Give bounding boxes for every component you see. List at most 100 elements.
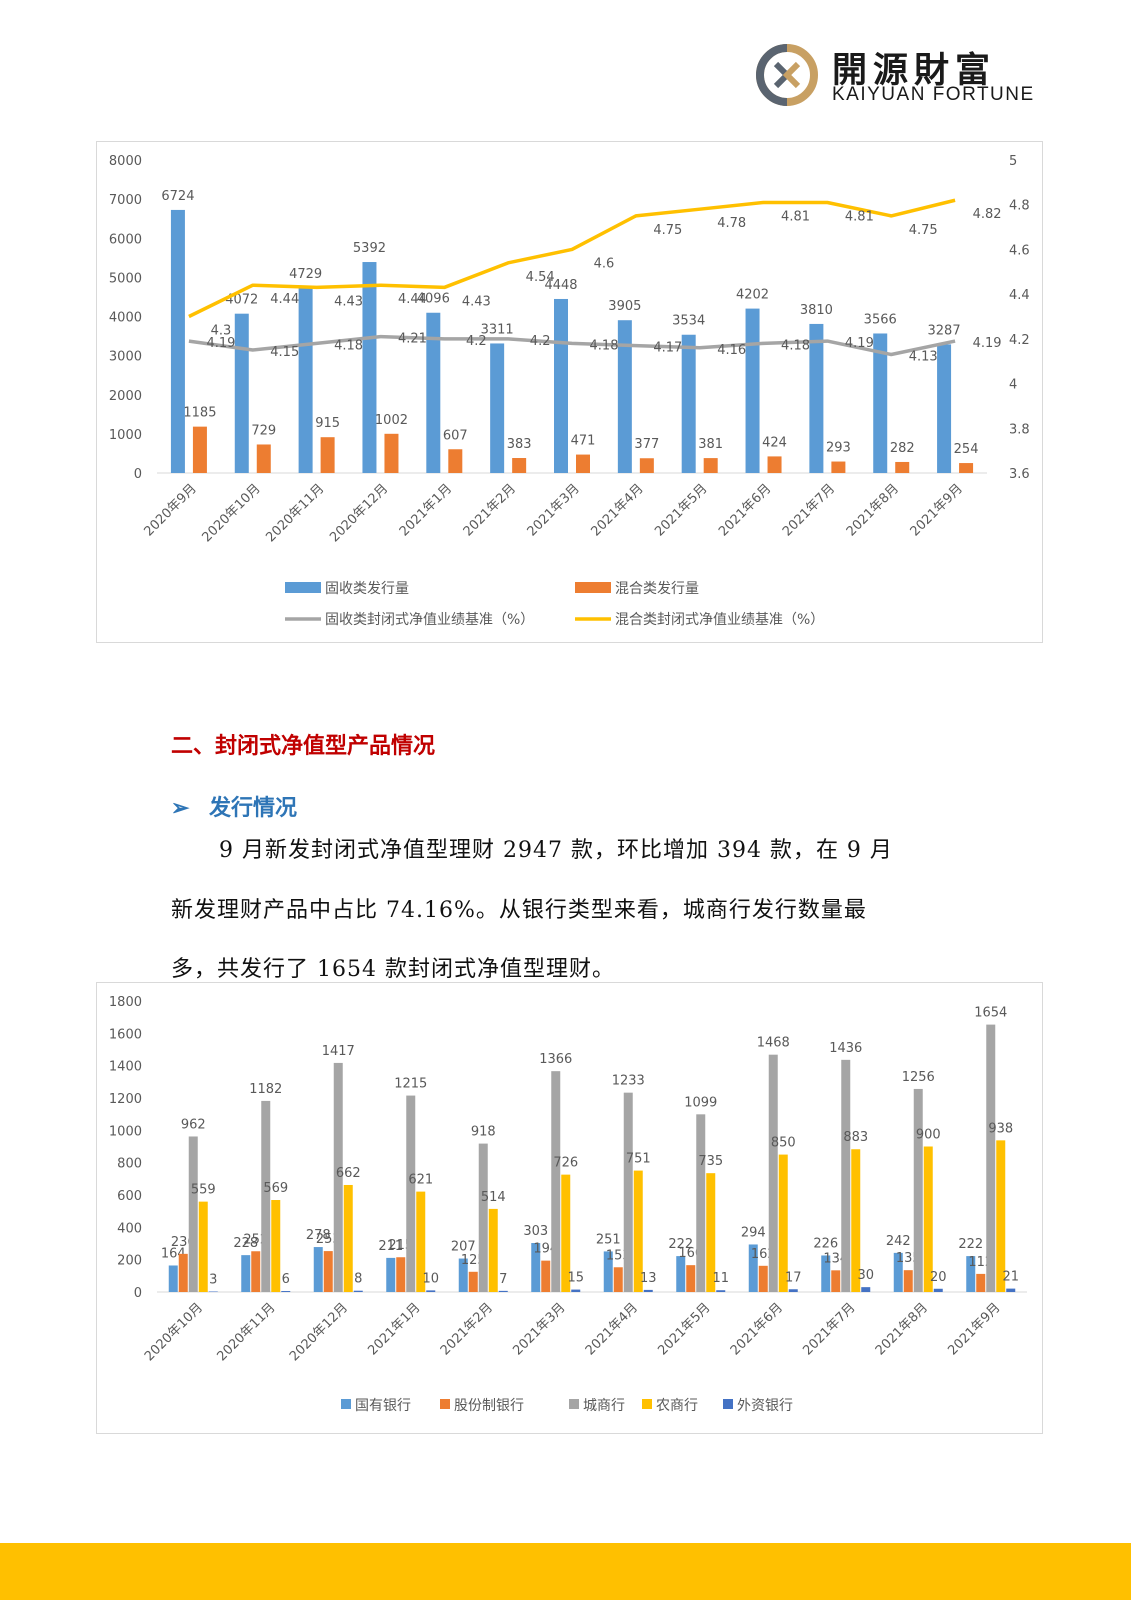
- legend-label: 城商行: [583, 1398, 625, 1414]
- bar-fixed-income: [745, 308, 760, 473]
- bar-外资银行: [426, 1290, 436, 1292]
- bar-城商行: [696, 1114, 706, 1292]
- x-tick-label: 2021年1月: [365, 1300, 423, 1358]
- bar-data-label: 726: [553, 1156, 578, 1171]
- line-data-label: 4.21: [398, 332, 427, 347]
- bar-mixed: [384, 433, 399, 473]
- x-tick-label: 2021年9月: [908, 481, 966, 539]
- bar-data-label: 11: [712, 1271, 729, 1286]
- bar-股份制银行: [323, 1251, 333, 1292]
- bar-data-label: 6724: [161, 189, 194, 204]
- subsection-title: ➢ 发行情况: [171, 790, 297, 822]
- issuance-volume-chart-svg: 0 1000 2000 3000 4000 5000 6000 7000 8000 3.6 3.8 4…: [109, 154, 1030, 628]
- bar-股份制银行: [251, 1251, 261, 1292]
- bar-股份制银行: [758, 1265, 768, 1292]
- bar-mixed: [767, 456, 782, 473]
- bar-股份制银行: [468, 1271, 478, 1292]
- bar-data-label: 1099: [684, 1095, 717, 1110]
- x-tick-label: 2021年2月: [438, 1300, 496, 1358]
- bar-农商行: [851, 1149, 861, 1292]
- y-tick-label: 1600: [109, 1027, 142, 1042]
- bar-data-label: 918: [471, 1125, 496, 1140]
- line-data-label: 4.18: [334, 338, 363, 353]
- bar-股份制银行: [903, 1270, 913, 1292]
- bar-data-label: 3: [209, 1273, 217, 1288]
- mixed-benchmark-line: [188, 198, 956, 319]
- arrow-bullet-icon: ➢: [171, 795, 190, 821]
- y2-tick-label: 4.8: [1009, 199, 1030, 214]
- bar-data-label: 228: [233, 1236, 258, 1251]
- y2-tick-label: 3.8: [1009, 422, 1030, 437]
- bar-data-label: 226: [813, 1236, 838, 1251]
- bar-data-label: 4448: [544, 278, 577, 293]
- kaiyuan-logo-icon: [756, 44, 818, 106]
- bar-data-label: 278: [306, 1228, 331, 1243]
- bar-mixed: [959, 463, 974, 473]
- line-data-label: 4.54: [526, 270, 555, 285]
- y-tick-label: 200: [117, 1254, 142, 1269]
- bar-外资银行: [281, 1291, 291, 1292]
- y2-tick-label: 4.2: [1009, 333, 1030, 348]
- bar-农商行: [633, 1170, 643, 1292]
- bar-国有银行: [966, 1256, 976, 1292]
- bar-fixed-income: [873, 333, 888, 473]
- logo-chinese-text: 開源財富: [832, 51, 997, 91]
- bar-data-label: 514: [481, 1190, 506, 1205]
- y-tick-label: 400: [117, 1221, 142, 1236]
- y-tick-label: 0: [134, 467, 142, 482]
- bar-data-label: 4729: [289, 267, 322, 282]
- bar-fixed-income: [362, 262, 377, 473]
- x-tick-label: 2020年11月: [263, 481, 327, 545]
- bar-data-label: 4096: [417, 292, 450, 307]
- y-tick-label: 1800: [109, 995, 142, 1010]
- y-tick-label: 1200: [109, 1092, 142, 1107]
- bar-城商行: [623, 1092, 633, 1292]
- x-tick-label: 2021年6月: [728, 1300, 786, 1358]
- bar-农商行: [923, 1146, 933, 1292]
- bar-mixed: [703, 458, 718, 473]
- bar-股份制银行: [541, 1260, 551, 1292]
- y-tick-label: 2000: [109, 389, 142, 404]
- bar-data-label: 3311: [481, 322, 514, 337]
- legend-swatch: [285, 582, 321, 593]
- x-tick-label: 2020年12月: [327, 481, 391, 545]
- bar-外资银行: [208, 1291, 218, 1293]
- bar-data-label: 207: [451, 1240, 476, 1255]
- bar-data-label: 13: [640, 1271, 657, 1286]
- bar-data-label: 254: [954, 442, 979, 457]
- bar-data-label: 962: [181, 1117, 206, 1132]
- x-tick-label: 2021年7月: [780, 481, 838, 539]
- bar-fixed-income: [809, 323, 824, 473]
- bar-fixed-income: [170, 209, 185, 473]
- bar-data-label: 20: [930, 1270, 947, 1285]
- bar-data-label: 30: [857, 1268, 874, 1283]
- bar-data-label: 7: [499, 1272, 507, 1287]
- bar-data-label: 1366: [539, 1052, 572, 1067]
- bar-data-label: 938: [988, 1121, 1013, 1136]
- bar-股份制银行: [396, 1257, 406, 1292]
- line-data-label: 4.81: [845, 209, 874, 224]
- bar-data-label: 735: [698, 1154, 723, 1169]
- bar-data-label: 900: [916, 1128, 941, 1143]
- y2-tick-label: 4.6: [1009, 243, 1030, 258]
- bar-外资银行: [1006, 1288, 1016, 1292]
- bar-data-label: 1182: [249, 1082, 282, 1097]
- line-data-label: 4.13: [909, 350, 938, 365]
- bar-农商行: [416, 1191, 426, 1292]
- bar-股份制银行: [831, 1270, 841, 1292]
- company-logo: 開源財富 KAIYUAN FORTUNE: [754, 42, 1054, 112]
- fixed-income-benchmark-line: [188, 334, 956, 357]
- legend-label: 固收类发行量: [325, 581, 409, 597]
- bar-data-label: 424: [762, 435, 787, 450]
- x-tick-label: 2021年3月: [510, 1300, 568, 1358]
- bar-data-label: 3287: [928, 323, 961, 338]
- bar-data-label: 293: [826, 441, 851, 456]
- bar-国有银行: [241, 1255, 251, 1292]
- line-data-label: 4.44: [270, 292, 299, 307]
- bar-data-label: 15: [567, 1271, 584, 1286]
- bar-data-label: 383: [507, 437, 532, 452]
- bar-data-label: 377: [634, 437, 659, 452]
- bar-外资银行: [788, 1289, 798, 1292]
- bar-外资银行: [933, 1288, 943, 1292]
- bar-data-label: 1185: [183, 406, 216, 421]
